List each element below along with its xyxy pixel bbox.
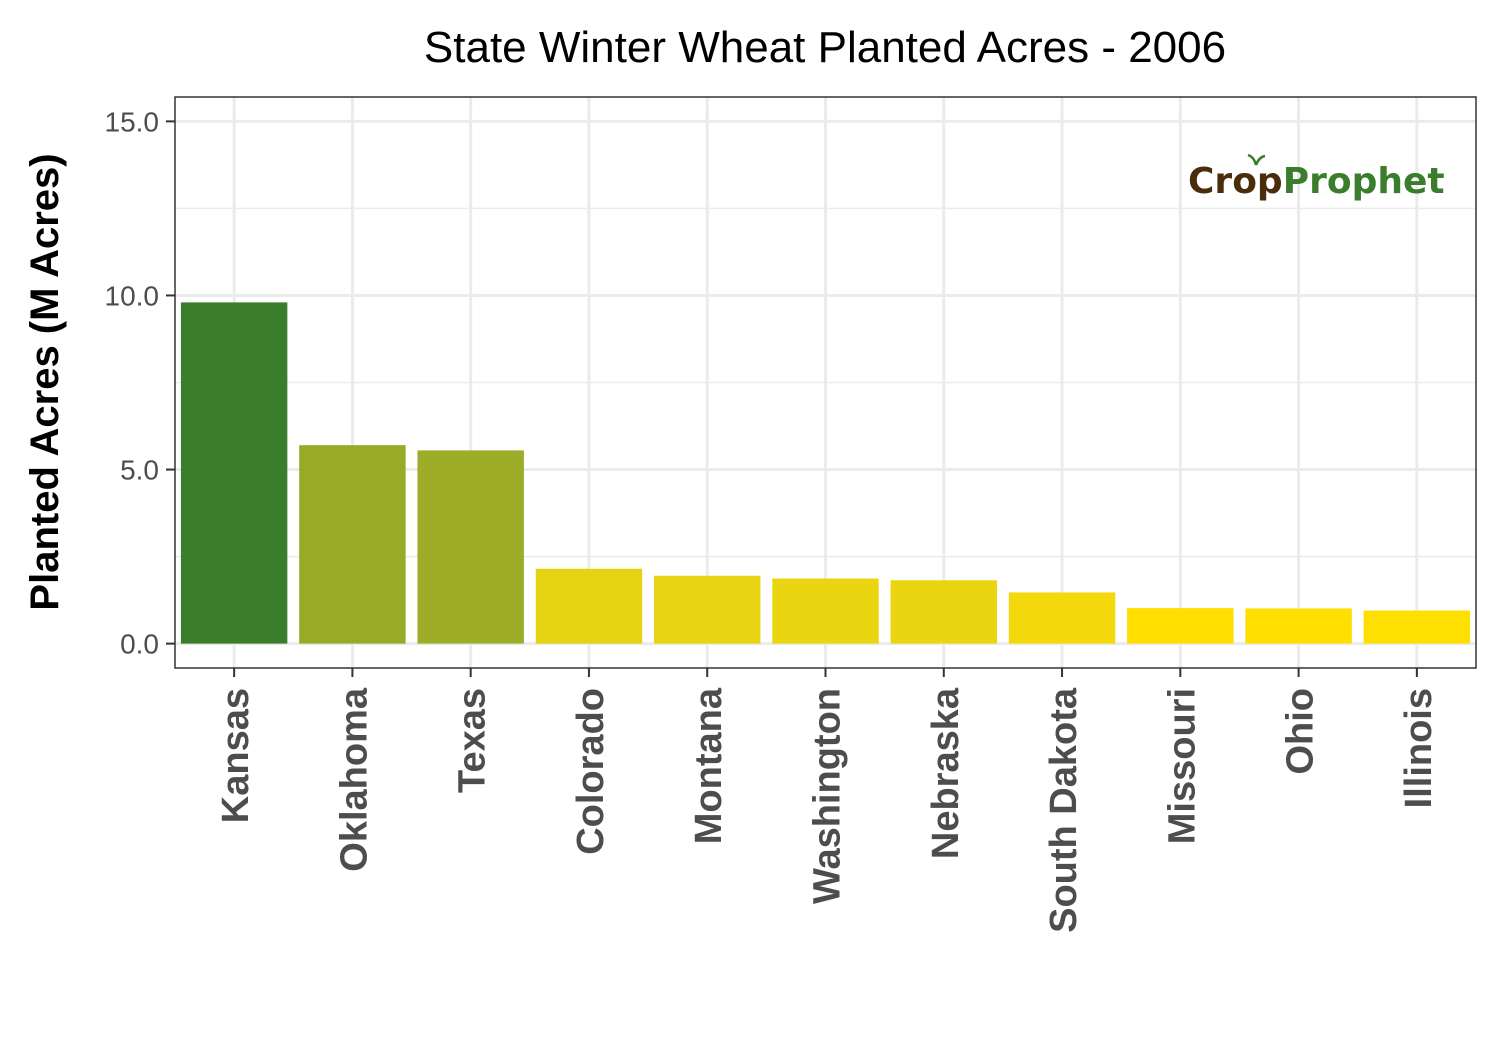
y-tick-label: 15.0 xyxy=(105,106,160,137)
chart-title: State Winter Wheat Planted Acres - 2006 xyxy=(424,23,1226,72)
x-tick-label: Illinois xyxy=(1398,688,1440,808)
bar-illinois xyxy=(1363,610,1471,644)
bar-texas xyxy=(417,450,524,644)
x-tick-label: Colorado xyxy=(570,688,612,855)
bar-south-dakota xyxy=(1008,592,1116,644)
x-axis: Kansas Oklahoma Texas Colorado Montana Washin… xyxy=(215,668,1440,933)
x-tick-label: Montana xyxy=(688,687,730,844)
bar-colorado xyxy=(535,568,643,644)
bar-kansas xyxy=(180,302,288,644)
y-tick-label: 0.0 xyxy=(120,629,159,660)
x-tick-label: Washington xyxy=(807,688,849,904)
bar-washington xyxy=(772,578,879,644)
logo-o-seedling: o xyxy=(1232,161,1257,202)
x-tick-label: South Dakota xyxy=(1043,687,1085,933)
y-tick-label: 10.0 xyxy=(105,280,160,311)
logo-text-prophet: Prophet xyxy=(1283,161,1445,202)
y-axis-title: Planted Acres (M Acres) xyxy=(23,153,67,610)
x-tick-label: Missouri xyxy=(1161,688,1203,844)
x-tick-label: Nebraska xyxy=(925,687,967,859)
bar-montana xyxy=(654,575,761,644)
x-tick-label: Kansas xyxy=(215,688,257,823)
logo-text-p: p xyxy=(1257,161,1283,202)
logo-text-crop: Cr xyxy=(1188,161,1232,202)
bars xyxy=(180,302,1471,644)
x-tick-label: Oklahoma xyxy=(333,687,375,872)
bar-oklahoma xyxy=(299,445,406,644)
bar-nebraska xyxy=(890,580,997,644)
x-tick-label: Ohio xyxy=(1280,688,1322,775)
bar-missouri xyxy=(1127,608,1234,644)
x-tick-label: Texas xyxy=(452,688,494,793)
cropprophet-logo: CropProphet xyxy=(1188,153,1445,202)
seedling-icon xyxy=(1247,153,1266,166)
y-tick-label: 5.0 xyxy=(120,455,159,486)
svg-text:CropProphet: CropProphet xyxy=(1188,161,1445,202)
y-axis: 0.0 5.0 10.0 15.0 xyxy=(105,106,175,660)
bar-ohio xyxy=(1245,608,1352,644)
